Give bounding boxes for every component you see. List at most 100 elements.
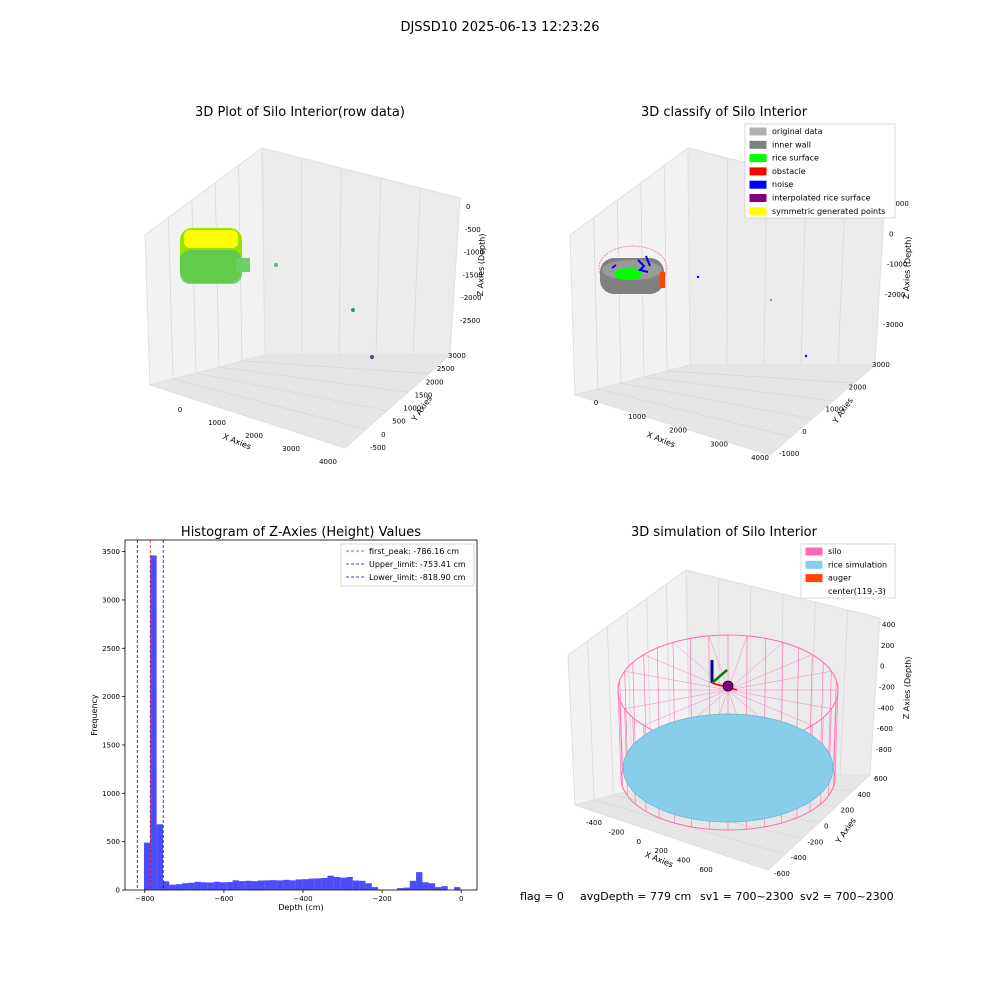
histogram-bar bbox=[428, 883, 436, 890]
plot1-y-tick: 1500 bbox=[415, 391, 433, 399]
histogram-legend-label: first_peak: -786.16 cm bbox=[369, 547, 459, 556]
histogram-bar bbox=[245, 880, 252, 890]
histogram-bar bbox=[397, 888, 404, 890]
histogram-bar bbox=[340, 877, 347, 890]
plot4-z-tick: 0 bbox=[880, 663, 884, 671]
plot1-x-tick: 1000 bbox=[208, 419, 226, 427]
plot2-y-ticks: -1000 0 1000 2000 3000 bbox=[779, 361, 890, 458]
sv2-text: sv2 = 700~2300 bbox=[800, 890, 894, 903]
histogram-bar bbox=[181, 883, 189, 890]
plot2-x-tick: 2000 bbox=[669, 427, 687, 435]
histogram-bar bbox=[302, 879, 309, 890]
histogram-bar bbox=[194, 881, 201, 890]
plot4-x-tick: 400 bbox=[677, 857, 690, 865]
plot1-x-tick: 4000 bbox=[319, 458, 337, 466]
histogram-axes bbox=[124, 539, 478, 891]
plot1-title: 3D Plot of Silo Interior(row data) bbox=[195, 105, 405, 120]
histogram-xlabel: Depth (cm) bbox=[278, 903, 323, 912]
plot2-legend-item-label: rice surface bbox=[772, 154, 819, 163]
plot1-x-ticks: 0 1000 2000 3000 4000 bbox=[178, 406, 337, 466]
histogram-y-tick: 0 bbox=[116, 887, 120, 895]
plot4-y-tick: -600 bbox=[774, 870, 790, 878]
plot-simulation: 3D simulation of Silo Interior -400 -200 0… bbox=[567, 525, 913, 878]
histogram-bar bbox=[150, 555, 157, 890]
histogram-bar bbox=[314, 878, 322, 890]
plot-classify: 3D classify of Silo Interior 0 1000 2000 30… bbox=[569, 105, 913, 462]
plot2-legend-item-swatch bbox=[749, 194, 767, 202]
histogram-bar bbox=[276, 880, 284, 890]
histogram-ylabel: Frequency bbox=[90, 694, 99, 736]
plot2-legend-item-label: interpolated rice surface bbox=[772, 194, 870, 203]
plot2-legend-item-swatch bbox=[749, 207, 767, 216]
histogram-y-tick: 500 bbox=[107, 838, 120, 846]
histogram-bar bbox=[156, 824, 163, 890]
plot2-legend-item-label: original data bbox=[772, 127, 823, 136]
plot4-title: 3D simulation of Silo Interior bbox=[631, 525, 818, 540]
plot4-legend-item-label: rice simulation bbox=[828, 560, 887, 569]
histogram-x-ticks: −800 −600 −400 −200 0 bbox=[135, 890, 463, 903]
plot2-legend-item-label: inner wall bbox=[772, 140, 811, 149]
plot4-legend-item-label: silo bbox=[828, 547, 842, 556]
histogram-y-tick: 3000 bbox=[102, 596, 120, 604]
histogram-bar bbox=[422, 882, 429, 890]
histogram-bar bbox=[403, 887, 410, 890]
plot2-x-tick: 4000 bbox=[751, 454, 769, 462]
plot4-y-tick: 200 bbox=[841, 807, 854, 815]
plot2-z-tick: -2000 bbox=[885, 291, 905, 299]
histogram-bar bbox=[226, 882, 233, 890]
histogram-bar bbox=[295, 879, 303, 890]
plot4-y-tick: -400 bbox=[791, 854, 807, 862]
plot1-z-tick: 0 bbox=[466, 203, 470, 211]
plot1-y-tick: 500 bbox=[392, 418, 405, 426]
histogram-bar bbox=[371, 887, 379, 890]
plot4-legend-item-swatch bbox=[805, 574, 823, 583]
plot2-z-ticks: 1000 0 -1000 -2000 -3000 bbox=[883, 200, 909, 329]
histogram-bar bbox=[359, 880, 366, 890]
histogram-x-tick: −600 bbox=[214, 895, 233, 903]
plot1-z-tick: -500 bbox=[465, 226, 481, 234]
plot1-y-tick: 0 bbox=[381, 431, 385, 439]
histogram-bar bbox=[238, 881, 246, 890]
histogram-x-tick: −400 bbox=[293, 895, 312, 903]
plot1-y-ticks: -500 0 500 1000 1500 2000 2500 3000 bbox=[370, 352, 466, 452]
histogram-bar bbox=[264, 880, 271, 890]
histogram-y-tick: 1500 bbox=[102, 741, 120, 749]
plot4-z-tick: -400 bbox=[878, 704, 894, 712]
plot2-legend-item-label: symmetric generated points bbox=[772, 207, 885, 216]
plot4-z-tick: -600 bbox=[877, 725, 893, 733]
plot1-z-ticks: 0 -500 -1000 -1500 -2000 -2500 bbox=[460, 203, 484, 325]
histogram-vlines bbox=[136, 540, 164, 890]
plot4-auger-marker bbox=[710, 660, 738, 692]
plot4-legend-item-swatch bbox=[806, 587, 822, 595]
plot1-z-tick: -1000 bbox=[464, 249, 484, 257]
plot1-y-tick: 3000 bbox=[448, 352, 466, 360]
plot2-legend-item-swatch bbox=[749, 140, 767, 149]
plot2-legend: original data inner wall rice surface obsta… bbox=[744, 123, 896, 219]
plot2-x-ticks: 0 1000 2000 3000 4000 bbox=[594, 399, 769, 462]
histogram-x-tick: −200 bbox=[372, 895, 391, 903]
plot2-z-tick: 1000 bbox=[891, 200, 909, 208]
histogram-y-tick: 1000 bbox=[102, 790, 120, 798]
histogram-bar bbox=[219, 882, 227, 890]
plot2-legend-item-swatch bbox=[749, 154, 767, 163]
histogram-bar bbox=[333, 876, 341, 890]
plot2-y-tick: 0 bbox=[802, 428, 806, 436]
histogram-legend: first_peak: -786.16 cm Upper_limit: -753.… bbox=[340, 543, 475, 587]
histogram-x-tick: 0 bbox=[459, 895, 463, 903]
histogram-bar bbox=[308, 878, 315, 890]
histogram-bar bbox=[435, 887, 442, 890]
plot4-x-tick: -200 bbox=[608, 828, 624, 836]
plot4-legend-item-swatch bbox=[805, 547, 823, 556]
plot1-x-tick: 0 bbox=[178, 406, 182, 414]
plot4-zlabel: Z Axies (Depth) bbox=[902, 656, 913, 719]
histogram-y-ticks: 0 500 1000 1500 2000 2500 3000 3500 bbox=[102, 548, 125, 895]
histogram-bar bbox=[232, 880, 239, 890]
status-line: flag = 0 avgDepth = 779 cm sv1 = 700~230… bbox=[520, 890, 894, 903]
plot4-legend-item-label: auger bbox=[828, 574, 852, 583]
plot4-y-tick: 600 bbox=[874, 775, 887, 783]
histogram-bar bbox=[169, 884, 176, 890]
histogram-bar bbox=[327, 875, 334, 890]
plot1-z-tick: -1500 bbox=[462, 271, 482, 279]
